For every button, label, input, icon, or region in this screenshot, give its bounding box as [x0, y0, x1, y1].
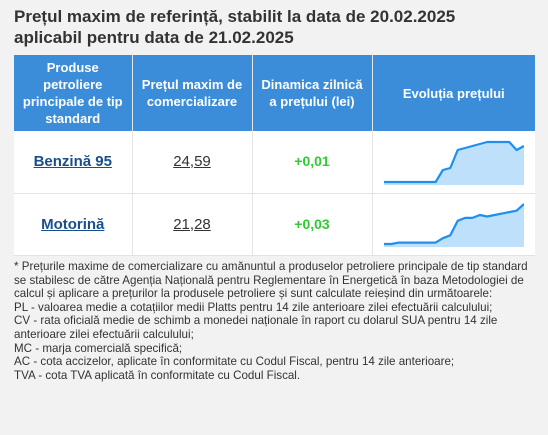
- product-link-motorina[interactable]: Motorină: [41, 215, 105, 233]
- title-line-2: aplicabil pentru data de 21.02.2025: [14, 28, 294, 47]
- sparkline-area: [383, 141, 524, 185]
- product-link-benzina-95[interactable]: Benzină 95: [33, 153, 112, 171]
- change-cell: +0,03: [252, 193, 373, 256]
- note-ac: AC - cota accizelor, aplicate în conform…: [14, 355, 455, 369]
- note-tva: TVA - cota TVA aplicată în conformitate …: [14, 368, 301, 382]
- daily-change-value: +0,03: [294, 215, 330, 232]
- price-trend-sparkline: [383, 140, 524, 185]
- sparkline-line: [383, 140, 524, 183]
- header-product: Produse petroliere principale de tip sta…: [14, 55, 133, 131]
- page-title: Prețul maxim de referință, stabilit la d…: [14, 6, 534, 48]
- product-cell: Motorină: [14, 193, 133, 256]
- note-intro: * Prețurile maxime de comercializare cu …: [14, 260, 528, 301]
- evolution-cell: [372, 193, 535, 256]
- table-row: Motorină 21,28 +0,03: [14, 193, 535, 256]
- product-cell: Benzină 95: [14, 131, 133, 194]
- sparkline-area: [383, 204, 524, 247]
- header-max-price: Prețul maxim de comercializare: [132, 55, 253, 131]
- table-header-row: Produse petroliere principale de tip sta…: [14, 55, 535, 131]
- methodology-notes: * Prețurile maxime de comercializare cu …: [14, 260, 536, 382]
- title-line-1: Prețul maxim de referință, stabilit la d…: [14, 7, 456, 26]
- note-cv: CV - rata oficială medie de schimb a mon…: [14, 314, 498, 341]
- note-mc: MC - marja comercială specifică;: [14, 341, 183, 355]
- note-pl: PL - valoarea medie a cotațiilor medii P…: [14, 300, 493, 314]
- price-link[interactable]: 24,59: [173, 153, 211, 171]
- evolution-cell: [372, 131, 535, 194]
- sparkline-line: [383, 203, 524, 246]
- price-cell: 21,28: [132, 193, 253, 256]
- fuel-price-table: Produse petroliere principale de tip sta…: [14, 55, 535, 256]
- header-daily-change: Dinamica zilnică a prețului (lei): [252, 55, 373, 131]
- table-row: Benzină 95 24,59 +0,01: [14, 131, 535, 194]
- price-trend-sparkline: [383, 203, 524, 247]
- header-evolution: Evoluția prețului: [372, 55, 535, 131]
- price-link[interactable]: 21,28: [173, 215, 211, 233]
- daily-change-value: +0,01: [294, 153, 330, 170]
- price-cell: 24,59: [132, 131, 253, 194]
- change-cell: +0,01: [252, 131, 373, 194]
